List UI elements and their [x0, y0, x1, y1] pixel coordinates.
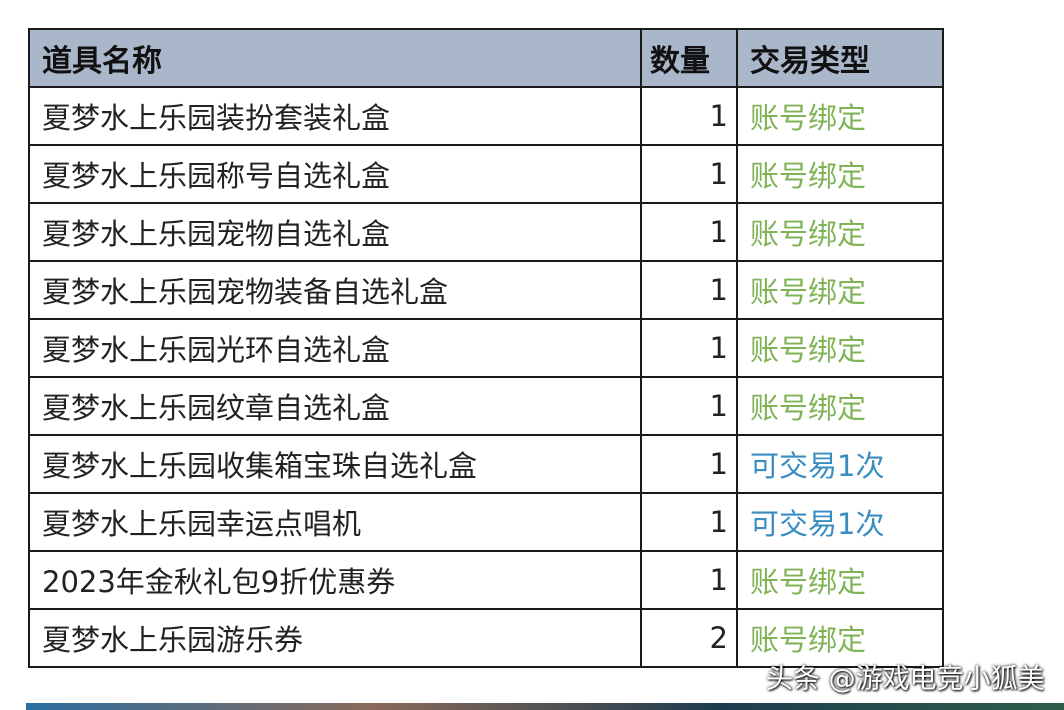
- item-quantity: 1: [640, 202, 738, 262]
- item-quantity: 1: [640, 434, 738, 494]
- watermark: 头条 @游戏电竞小狐美: [766, 664, 1045, 695]
- table-header-row: 道具名称 数量 交易类型: [28, 28, 944, 88]
- item-trade-type: 账号绑定: [736, 376, 944, 436]
- item-trade-type: 可交易1次: [736, 492, 944, 552]
- item-table: 道具名称 数量 交易类型 夏梦水上乐园装扮套装礼盒 1 账号绑定 夏梦水上乐园称号…: [28, 28, 944, 668]
- table-row: 夏梦水上乐园收集箱宝珠自选礼盒 1 可交易1次: [28, 434, 944, 494]
- item-trade-type: 账号绑定: [736, 86, 944, 146]
- item-name: 夏梦水上乐园装扮套装礼盒: [28, 86, 642, 146]
- item-trade-type: 账号绑定: [736, 318, 944, 378]
- item-name: 夏梦水上乐园纹章自选礼盒: [28, 376, 642, 436]
- item-trade-type: 可交易1次: [736, 434, 944, 494]
- table-row: 夏梦水上乐园宠物装备自选礼盒 1 账号绑定: [28, 260, 944, 320]
- item-quantity: 1: [640, 86, 738, 146]
- item-quantity: 1: [640, 376, 738, 436]
- item-name: 夏梦水上乐园收集箱宝珠自选礼盒: [28, 434, 642, 494]
- image-strip: [26, 703, 1064, 710]
- table-row: 夏梦水上乐园宠物自选礼盒 1 账号绑定: [28, 202, 944, 262]
- item-name: 夏梦水上乐园光环自选礼盒: [28, 318, 642, 378]
- item-name: 夏梦水上乐园称号自选礼盒: [28, 144, 642, 204]
- item-trade-type: 账号绑定: [736, 608, 944, 668]
- item-quantity: 2: [640, 608, 738, 668]
- item-quantity: 1: [640, 260, 738, 320]
- item-name: 夏梦水上乐园幸运点唱机: [28, 492, 642, 552]
- item-quantity: 1: [640, 144, 738, 204]
- header-quantity: 数量: [640, 28, 738, 88]
- item-name: 夏梦水上乐园游乐券: [28, 608, 642, 668]
- header-item-name: 道具名称: [28, 28, 642, 88]
- item-trade-type: 账号绑定: [736, 144, 944, 204]
- header-trade-type: 交易类型: [736, 28, 944, 88]
- table-row: 2023年金秋礼包9折优惠券 1 账号绑定: [28, 550, 944, 610]
- item-name: 夏梦水上乐园宠物装备自选礼盒: [28, 260, 642, 320]
- table-row: 夏梦水上乐园装扮套装礼盒 1 账号绑定: [28, 86, 944, 146]
- table-row: 夏梦水上乐园纹章自选礼盒 1 账号绑定: [28, 376, 944, 436]
- item-name: 夏梦水上乐园宠物自选礼盒: [28, 202, 642, 262]
- table-row: 夏梦水上乐园称号自选礼盒 1 账号绑定: [28, 144, 944, 204]
- item-quantity: 1: [640, 318, 738, 378]
- table-row: 夏梦水上乐园光环自选礼盒 1 账号绑定: [28, 318, 944, 378]
- item-quantity: 1: [640, 492, 738, 552]
- table-row: 夏梦水上乐园幸运点唱机 1 可交易1次: [28, 492, 944, 552]
- item-trade-type: 账号绑定: [736, 260, 944, 320]
- table-row: 夏梦水上乐园游乐券 2 账号绑定: [28, 608, 944, 668]
- item-name: 2023年金秋礼包9折优惠券: [28, 550, 642, 610]
- item-trade-type: 账号绑定: [736, 550, 944, 610]
- item-trade-type: 账号绑定: [736, 202, 944, 262]
- item-quantity: 1: [640, 550, 738, 610]
